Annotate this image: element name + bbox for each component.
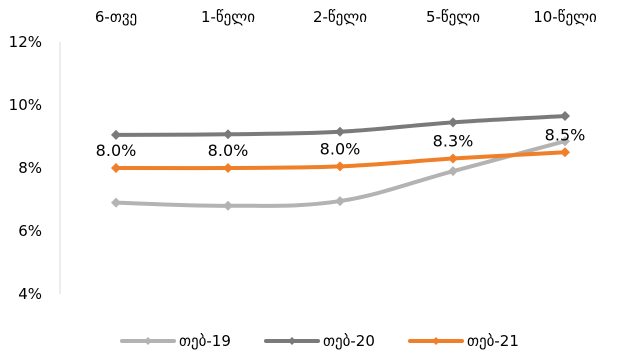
data-label: 8.5% [545, 125, 586, 144]
data-point [335, 196, 345, 207]
legend-label: თებ-20 [323, 332, 375, 350]
data-point [560, 147, 570, 158]
data-point [223, 163, 233, 173]
y-tick-labels: 4% 6% 8% 10% 12% [9, 33, 42, 303]
legend-label: თებ-21 [467, 332, 519, 350]
x-tick-label: 10-წელი [533, 8, 597, 26]
data-label: 8.0% [208, 141, 249, 160]
series-layer [111, 111, 570, 211]
data-labels: 8.0% 8.0% 8.0% 8.3% 8.5% [96, 125, 586, 160]
x-tick-label: 5-წელი [426, 8, 480, 26]
data-point [335, 161, 345, 172]
x-tick-label: 1-წელი [201, 8, 255, 26]
y-tick-label: 4% [18, 285, 42, 303]
y-tick-label: 12% [9, 33, 42, 51]
y-tick-label: 10% [9, 96, 42, 114]
legend: თებ-19 თებ-20 თებ-21 [120, 332, 519, 350]
y-tick-label: 6% [18, 222, 42, 240]
x-tick-labels: 6-თვე 1-წელი 2-წელი 5-წელი 10-წელი [95, 8, 597, 26]
data-point [560, 111, 570, 122]
x-tick-label: 6-თვე [95, 8, 137, 26]
data-point [111, 163, 121, 173]
data-point [448, 166, 458, 177]
data-point [560, 136, 570, 147]
legend-marker [144, 337, 152, 345]
data-label: 8.0% [96, 141, 137, 160]
data-label: 8.3% [433, 132, 474, 151]
data-point [111, 197, 121, 208]
data-point [335, 126, 345, 137]
legend-marker [288, 337, 296, 345]
data-label: 8.0% [320, 139, 361, 158]
data-point [223, 129, 233, 140]
data-point [448, 117, 458, 128]
data-point [111, 129, 121, 140]
y-tick-label: 8% [18, 159, 42, 177]
data-point [223, 200, 233, 211]
legend-label: თებ-19 [179, 332, 231, 350]
legend-marker [432, 337, 440, 345]
data-point [448, 153, 458, 164]
x-tick-label: 2-წელი [313, 8, 367, 26]
